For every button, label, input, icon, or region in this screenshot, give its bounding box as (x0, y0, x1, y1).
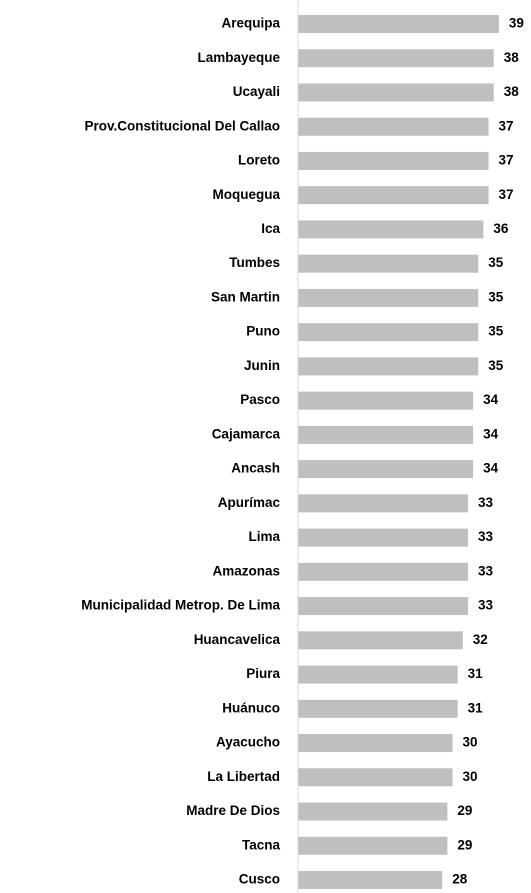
bar (298, 15, 499, 33)
bar (298, 734, 453, 753)
category-label: Piura (246, 666, 280, 681)
bar (298, 391, 474, 410)
bar (298, 631, 463, 650)
value-label: 39 (509, 16, 524, 31)
value-label: 33 (478, 563, 494, 578)
bar (298, 836, 448, 855)
category-label: Lambayeque (197, 50, 280, 65)
category-label: Tumbes (229, 255, 280, 270)
category-label: Huánuco (222, 700, 280, 715)
category-label: Ucayali (233, 84, 280, 99)
bar (298, 323, 479, 342)
category-label: Moquegua (213, 187, 281, 202)
category-label: Huancavelica (194, 632, 281, 647)
bar (298, 494, 468, 513)
bar (298, 699, 458, 718)
value-label: 37 (499, 153, 514, 168)
bar (298, 117, 489, 136)
category-label: Tacna (242, 837, 281, 852)
value-label: 28 (452, 872, 468, 887)
bar (298, 768, 453, 787)
value-label: 37 (499, 118, 514, 133)
category-label: Loreto (238, 153, 280, 168)
value-label: 31 (468, 700, 484, 715)
value-label: 31 (468, 666, 484, 681)
value-label: 33 (478, 529, 494, 544)
value-label: 29 (457, 837, 472, 852)
bar (298, 665, 458, 684)
value-label: 29 (457, 803, 472, 818)
value-label: 34 (483, 392, 499, 407)
value-label: 33 (478, 598, 494, 613)
category-label: Ica (261, 221, 280, 236)
bar (298, 151, 489, 170)
bar (298, 802, 448, 821)
value-label: 38 (504, 84, 520, 99)
value-label: 37 (499, 187, 514, 202)
value-label: 38 (504, 50, 520, 65)
category-label: Cajamarca (212, 426, 281, 441)
bar (298, 83, 494, 102)
category-label: Madre De Dios (186, 803, 280, 818)
category-label: San Martin (211, 289, 280, 304)
bar (298, 871, 443, 889)
value-label: 30 (463, 735, 478, 750)
category-label: Prov.Constitucional Del Callao (84, 118, 280, 133)
bar (298, 528, 468, 547)
bar (298, 597, 468, 616)
category-label: Cusco (239, 872, 280, 887)
category-label: Pasco (240, 392, 280, 407)
bar (298, 254, 479, 273)
value-label: 32 (473, 632, 488, 647)
value-label: 34 (483, 461, 499, 476)
value-label: 35 (488, 255, 504, 270)
value-label: 35 (488, 324, 504, 339)
category-label: Ancash (231, 461, 280, 476)
bar (298, 425, 474, 444)
bar (298, 460, 474, 479)
category-label: Municipalidad Metrop. De Lima (81, 598, 280, 613)
bar (298, 220, 484, 239)
value-label: 34 (483, 426, 499, 441)
bar (298, 357, 479, 376)
category-label: Apurímac (218, 495, 281, 510)
category-label: La Libertad (207, 769, 280, 784)
category-label: Amazonas (212, 563, 280, 578)
category-label: Lima (248, 529, 280, 544)
bar (298, 288, 479, 307)
value-label: 35 (488, 289, 504, 304)
category-label: Ayacucho (216, 735, 280, 750)
bar (298, 562, 468, 581)
category-label: Arequipa (221, 16, 280, 31)
value-label: 35 (488, 358, 504, 373)
category-label: Puno (246, 324, 280, 339)
value-label: 30 (463, 769, 478, 784)
value-label: 33 (478, 495, 494, 510)
category-label: Junin (244, 358, 280, 373)
value-label: 36 (493, 221, 509, 236)
bar (298, 186, 489, 205)
bar (298, 49, 494, 68)
